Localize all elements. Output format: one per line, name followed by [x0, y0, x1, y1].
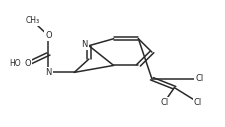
Text: Cl: Cl — [195, 74, 203, 83]
Text: Cl: Cl — [194, 98, 202, 107]
Text: N: N — [45, 68, 52, 77]
Text: CH₃: CH₃ — [26, 17, 40, 25]
Text: O: O — [45, 31, 52, 40]
Text: O: O — [25, 59, 32, 68]
Text: N: N — [81, 40, 88, 49]
Text: HO: HO — [9, 59, 20, 68]
Text: Cl: Cl — [160, 98, 168, 107]
